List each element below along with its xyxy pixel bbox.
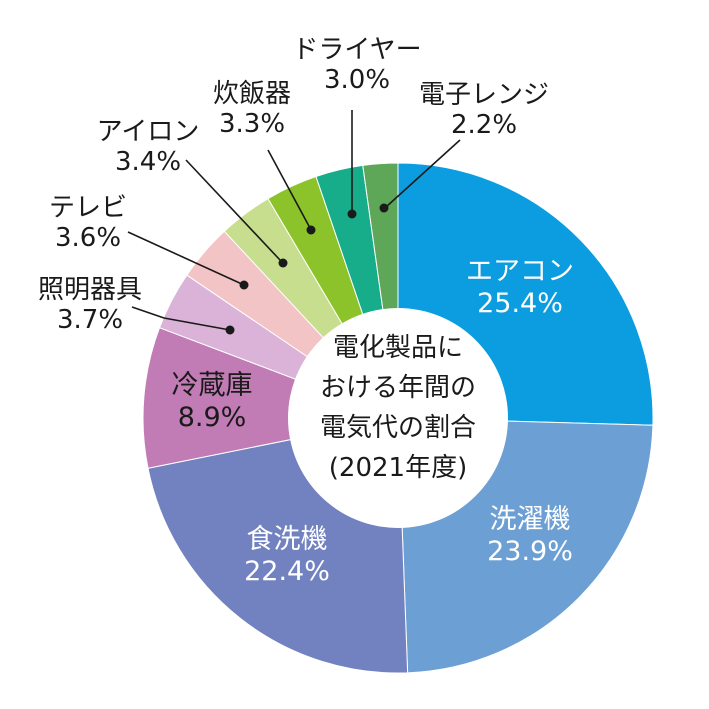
slice-name-microwave: 電子レンジ xyxy=(419,80,549,110)
slice-pct-dryer: 3.0% xyxy=(324,65,390,95)
slice-pct-washer: 23.9% xyxy=(487,536,573,567)
slice-name-dishwasher: 食洗機 xyxy=(247,524,328,555)
slice-pct-microwave: 2.2% xyxy=(451,110,517,140)
leader-line-ricecooker xyxy=(267,149,311,229)
leader-dot-iron xyxy=(278,258,288,268)
center-label: 電化製品に おける年間の 電気代の割合 (2021年度) xyxy=(320,333,476,483)
leader-line-iron xyxy=(185,159,281,261)
leader-dot-tv xyxy=(239,280,249,290)
slice-3 xyxy=(142,327,400,469)
leader-line-tv xyxy=(127,231,245,286)
slice-name-tv: テレビ xyxy=(49,193,127,223)
slice-pct-lighting: 3.7% xyxy=(57,305,123,335)
outside-labels: 照明器具 3.7% テレビ 3.6% アイロン 3.4% 炊飯器 3.3% ドラ… xyxy=(38,35,549,335)
center-label-line-3: 電気代の割合 xyxy=(320,413,476,443)
slice-pct-aircon: 25.4% xyxy=(477,288,563,319)
slice-name-dryer: ドライヤー xyxy=(292,35,421,65)
leader-line-lighting xyxy=(131,306,231,331)
slice-name-iron: アイロン xyxy=(97,117,200,147)
leader-dot-ricecooker xyxy=(306,225,316,235)
leader-dot-lighting xyxy=(225,325,235,335)
slice-name-lighting: 照明器具 xyxy=(38,275,142,305)
slice-pct-iron: 3.4% xyxy=(115,147,181,177)
inside-labels: エアコン 25.4% 洗濯機 23.9% 食洗機 22.4% 冷蔵庫 8.9% xyxy=(172,256,575,587)
slice-pct-tv: 3.6% xyxy=(55,223,121,253)
donut-hole xyxy=(288,308,508,528)
slice-pct-fridge: 8.9% xyxy=(178,402,247,433)
leader-line-microwave xyxy=(385,139,461,208)
center-label-line-4: (2021年度) xyxy=(329,453,467,483)
slice-pct-ricecooker: 3.3% xyxy=(219,109,285,139)
center-label-line-2: おける年間の xyxy=(320,373,476,403)
slice-pct-dishwasher: 22.4% xyxy=(244,556,330,587)
center-label-prefix: お xyxy=(320,373,346,403)
slice-name-fridge: 冷蔵庫 xyxy=(172,370,253,401)
slice-name-aircon: エアコン xyxy=(466,256,574,287)
center-label-line-1: 電化製品に xyxy=(333,333,463,363)
center-label-line-2-rest: ける年間の xyxy=(346,373,476,403)
slice-name-washer: 洗濯機 xyxy=(490,504,571,535)
slice-name-ricecooker: 炊飯器 xyxy=(213,79,291,109)
leader-dot-microwave xyxy=(379,203,389,213)
leader-dot-dryer xyxy=(347,209,357,219)
